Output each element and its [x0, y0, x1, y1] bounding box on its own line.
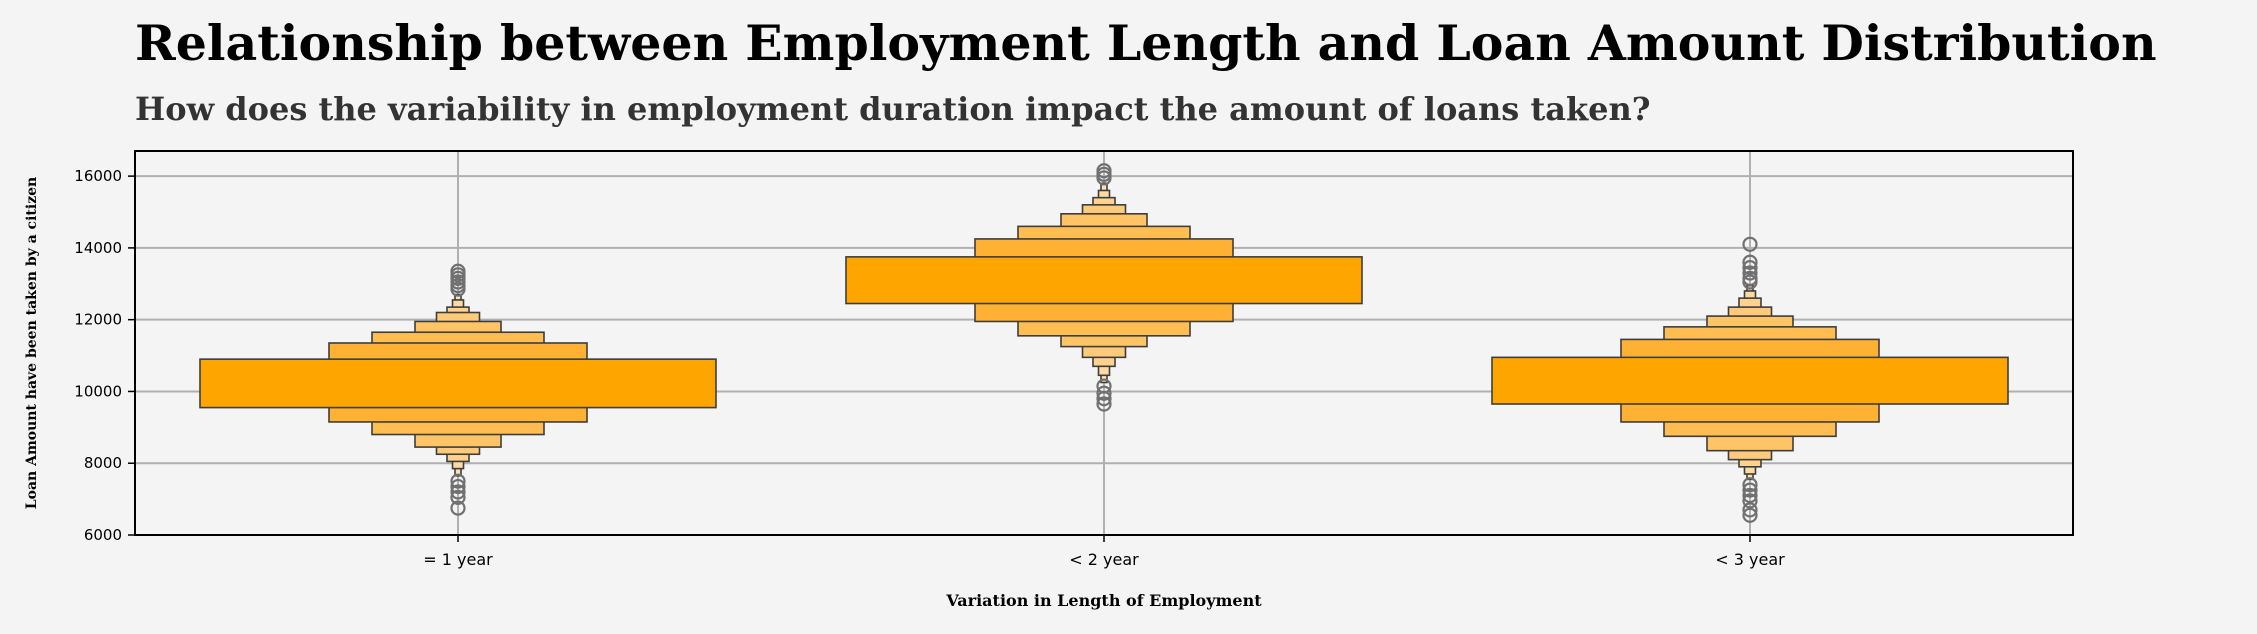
boxen-group [199, 263, 717, 516]
outlier-point [450, 478, 466, 495]
y-axis-label: Loan Amount have been taken by a citizen [24, 177, 40, 509]
outlier-point [1742, 236, 1758, 252]
x-axis-label: Variation in Length of Employment [945, 591, 1262, 610]
chart-title: Relationship between Employment Length a… [135, 14, 2157, 72]
outlier-point [450, 484, 466, 500]
outlier-point [1096, 396, 1112, 412]
boxen-group [1491, 236, 2009, 523]
y-tick-label: 10000 [74, 382, 122, 400]
chart-subtitle: How does the variability in employment d… [135, 90, 1651, 128]
x-tick-label: = 1 year [423, 550, 493, 569]
y-axis: 6000 8000 10000 12000 14000 16000 [74, 167, 135, 544]
x-tick-label: < 2 year [1069, 550, 1139, 569]
y-tick-label: 16000 [74, 167, 122, 185]
outlier-point [1742, 507, 1758, 523]
boxen-box [199, 358, 717, 409]
outlier-point [1742, 260, 1758, 276]
boxen-groups [199, 163, 2009, 523]
y-tick-label: 6000 [84, 526, 122, 544]
outlier-point [450, 489, 466, 505]
y-tick-label: 8000 [84, 454, 122, 472]
outlier-point [450, 473, 466, 489]
y-tick-label: 12000 [74, 311, 122, 329]
outlier-point [1742, 265, 1758, 281]
outlier-point [1096, 385, 1112, 401]
outlier-point [1742, 270, 1758, 287]
outlier-point [450, 263, 466, 279]
x-tick-label: < 3 year [1715, 550, 1785, 569]
boxen-box [845, 256, 1363, 305]
outlier-point [1742, 502, 1758, 518]
outlier-point [1742, 482, 1758, 498]
outlier-point [1742, 493, 1758, 509]
outlier-point [1742, 487, 1758, 504]
y-tick-label: 14000 [74, 239, 122, 257]
outlier-point [1742, 477, 1758, 493]
boxen-group [845, 163, 1363, 412]
outlier-point [1742, 254, 1758, 270]
outlier-point [1096, 163, 1112, 179]
boxen-box [1491, 356, 2009, 405]
outlier-point [450, 500, 466, 516]
outlier-point [1096, 391, 1112, 407]
x-axis: = 1 year < 2 year < 3 year [423, 535, 1785, 569]
